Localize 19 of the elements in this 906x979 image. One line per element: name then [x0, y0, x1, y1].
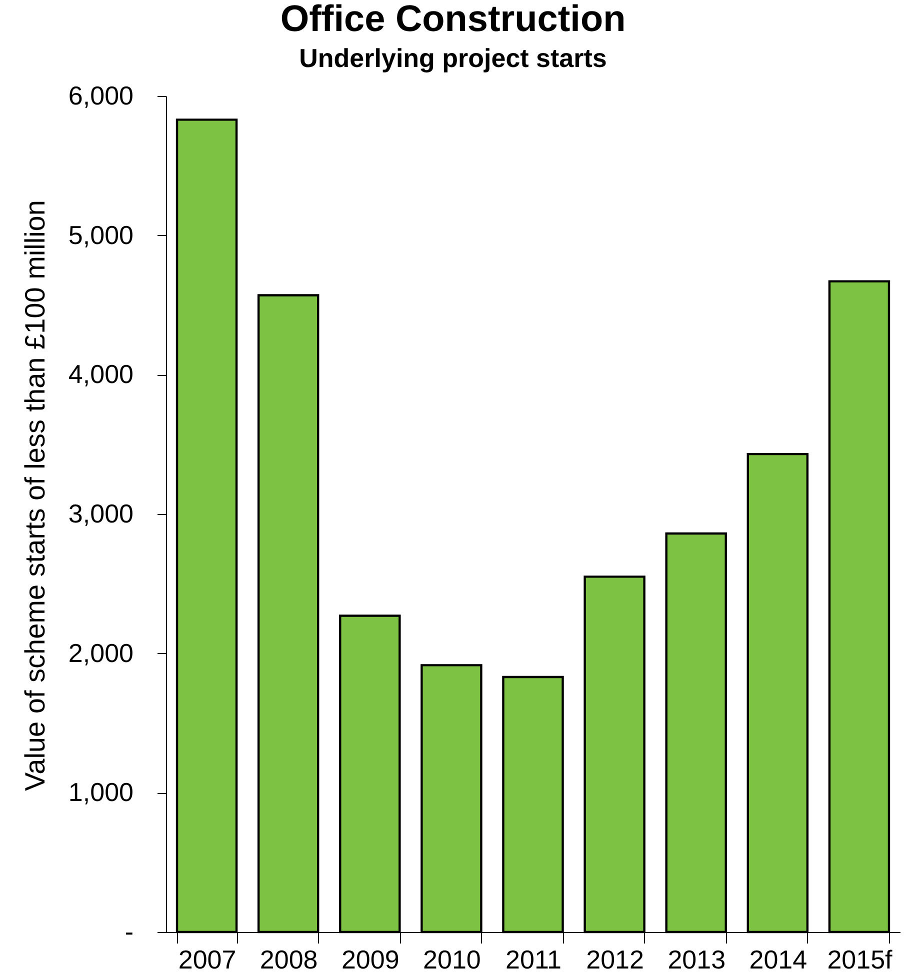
- x-tick-label: 2009: [341, 944, 400, 974]
- x-tick-label: 2011: [506, 944, 562, 974]
- x-tick-label: 2014: [749, 944, 808, 974]
- y-tick-label: 4,000: [68, 359, 134, 390]
- x-tick-label: 2012: [586, 944, 644, 974]
- y-axis-title: Value of scheme starts of less than £100 million: [19, 200, 50, 791]
- x-tick-label: 2015f: [827, 944, 894, 974]
- x-tick-label: 2010: [423, 944, 481, 974]
- x-tick-label: 2013: [668, 944, 726, 974]
- y-tick-label: 2,000: [68, 638, 134, 668]
- x-tick-label: 2008: [260, 944, 318, 974]
- y-tick-label: 3,000: [68, 498, 134, 528]
- y-tick-label: 1,000: [68, 777, 134, 808]
- y-tick-label: 5,000: [68, 220, 134, 250]
- chart-subtitle: Underlying project starts: [299, 43, 607, 73]
- chart-title: Office Construction: [280, 0, 626, 39]
- x-tick-label: 2007: [178, 944, 236, 974]
- y-tick-label: 6,000: [68, 80, 134, 110]
- y-tick-label: -: [124, 916, 134, 946]
